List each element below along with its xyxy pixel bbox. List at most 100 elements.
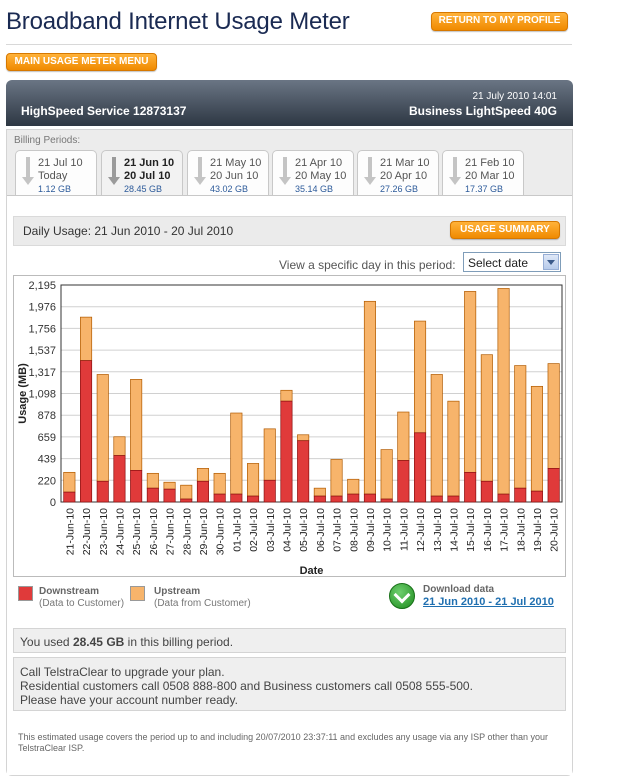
down-arrow-icon — [194, 157, 206, 187]
bar-downstream — [297, 440, 310, 503]
x-tick-label: 20-Jul-10 — [549, 508, 561, 552]
bar-downstream — [530, 490, 543, 503]
main-menu-button[interactable]: MAIN USAGE METER MENU — [6, 53, 157, 71]
x-tick-label: 15-Jul-10 — [465, 508, 477, 552]
bar-upstream — [447, 400, 460, 497]
y-axis-label: Usage (MB) — [17, 363, 29, 424]
x-axis-label: Date — [300, 565, 324, 577]
billing-period-tab[interactable]: 21 Mar 10 20 Apr 10 27.26 GB — [357, 150, 439, 196]
x-tick-label: 11-Jul-10 — [398, 508, 410, 551]
legend-upstream-name: Upstream — [154, 586, 201, 597]
bar-upstream — [213, 472, 226, 495]
bar-downstream — [113, 455, 126, 503]
down-arrow-icon — [449, 157, 461, 187]
bar-upstream — [514, 365, 527, 489]
service-name: HighSpeed Service 12873137 — [21, 104, 187, 118]
billing-period-tab[interactable]: 21 May 10 20 Jun 10 43.02 GB — [187, 150, 269, 196]
download-data-link[interactable]: 21 Jun 2010 - 21 Jul 2010 — [423, 596, 554, 608]
bar-downstream — [146, 487, 159, 503]
y-tick-label: 1,098 — [28, 389, 56, 401]
bar-upstream — [80, 316, 93, 361]
chevron-down-icon[interactable] — [543, 254, 559, 270]
bar-upstream — [280, 389, 293, 402]
down-arrow-icon — [364, 157, 376, 187]
bar-upstream — [263, 428, 276, 481]
bar-downstream — [514, 487, 527, 503]
billing-period-tab[interactable]: 21 Apr 10 20 May 10 35.14 GB — [272, 150, 354, 196]
bar-downstream — [96, 480, 109, 503]
bar-downstream — [547, 468, 560, 503]
legend-downstream-sub: (Data to Customer) — [39, 598, 125, 609]
chart-svg: 0 220 439 659 878 1,098 1,317 1,537 1,756 1,976 2,… — [17, 280, 563, 577]
x-tick-label: 09-Jul-10 — [365, 508, 377, 552]
bar-downstream — [63, 491, 76, 503]
x-tick-label: 17-Jul-10 — [499, 508, 511, 552]
view-day-label: View a specific day in this period: — [279, 258, 456, 272]
billing-period-tab[interactable]: 21 Jul 10 Today 1.12 GB — [15, 150, 97, 196]
period-usage: 27.26 GB — [380, 184, 419, 194]
bar-upstream — [397, 411, 410, 461]
plot-frame — [60, 284, 563, 503]
period-usage: 1.12 GB — [38, 184, 72, 194]
x-tick-label: 16-Jul-10 — [482, 508, 494, 552]
y-tick-label: 0 — [50, 497, 56, 509]
x-tick-label: 19-Jul-10 — [532, 508, 544, 552]
bar-downstream — [397, 460, 410, 503]
x-tick-label: 14-Jul-10 — [448, 508, 460, 552]
bar-upstream — [247, 463, 260, 497]
bar-upstream — [464, 291, 477, 473]
period-end: Today — [38, 170, 68, 182]
x-tick-label: 10-Jul-10 — [382, 508, 394, 552]
bar-upstream — [414, 320, 427, 434]
billing-period-tab[interactable]: 21 Jun 10 20 Jul 10 28.45 GB — [101, 150, 183, 196]
period-usage: 35.14 GB — [295, 184, 334, 194]
usage-summary-button[interactable]: USAGE SUMMARY — [450, 221, 560, 239]
period-start: 21 Apr 10 — [295, 157, 343, 169]
billing-period-tab[interactable]: 21 Feb 10 20 Mar 10 17.37 GB — [442, 150, 524, 196]
bar-upstream — [113, 436, 126, 456]
bar-downstream — [347, 493, 360, 503]
bar-downstream — [380, 498, 393, 503]
bar-downstream — [196, 480, 209, 503]
period-end: 20 Jun 10 — [210, 170, 259, 182]
daily-usage-chart: 0 220 439 659 878 1,098 1,317 1,537 1,756 1,976 2,… — [13, 275, 566, 577]
bar-downstream — [480, 480, 493, 503]
x-tick-label: 01-Jul-10 — [231, 508, 243, 552]
x-tick-label: 25-Jun-10 — [131, 508, 143, 555]
bar-downstream — [247, 495, 260, 503]
bar-upstream — [180, 484, 193, 500]
bar-downstream — [430, 495, 443, 503]
x-tick-label: 18-Jul-10 — [515, 508, 527, 552]
upgrade-line-1: Call TelstraClear to upgrade your plan. — [20, 665, 225, 679]
y-tick-label: 878 — [38, 410, 56, 422]
select-date-dropdown[interactable]: Select date — [463, 252, 561, 272]
x-tick-label: 05-Jul-10 — [298, 508, 310, 552]
bar-upstream — [196, 468, 209, 482]
download-arrow-icon[interactable] — [389, 583, 415, 609]
bar-upstream — [497, 288, 510, 495]
bar-upstream — [163, 481, 176, 490]
bar-upstream — [480, 354, 493, 482]
service-datetime: 21 July 2010 14:01 — [472, 91, 557, 102]
period-usage: 17.37 GB — [465, 184, 504, 194]
y-tick-label: 439 — [38, 454, 56, 466]
bar-upstream — [230, 412, 243, 495]
y-tick-label: 1,317 — [28, 367, 56, 379]
title-divider — [6, 44, 572, 45]
bar-downstream — [497, 493, 510, 503]
down-arrow-icon — [108, 157, 120, 187]
billing-periods-label: Billing Periods: — [14, 135, 81, 146]
bar-upstream — [530, 385, 543, 492]
bar-upstream — [430, 374, 443, 497]
upgrade-line-2: Residential customers call 0508 888-800 … — [20, 679, 473, 693]
down-arrow-icon — [22, 157, 34, 187]
bar-upstream — [363, 300, 376, 495]
down-arrow-icon — [279, 157, 291, 187]
x-tick-label: 28-Jun-10 — [181, 508, 193, 555]
return-to-profile-button[interactable]: RETURN TO MY PROFILE — [431, 12, 568, 31]
x-tick-label: 06-Jul-10 — [315, 508, 327, 552]
period-start: 21 Jun 10 — [124, 157, 175, 169]
x-tick-label: 27-Jun-10 — [165, 508, 177, 555]
period-end: 20 May 10 — [295, 170, 347, 182]
page-title: Broadband Internet Usage Meter — [6, 8, 350, 35]
